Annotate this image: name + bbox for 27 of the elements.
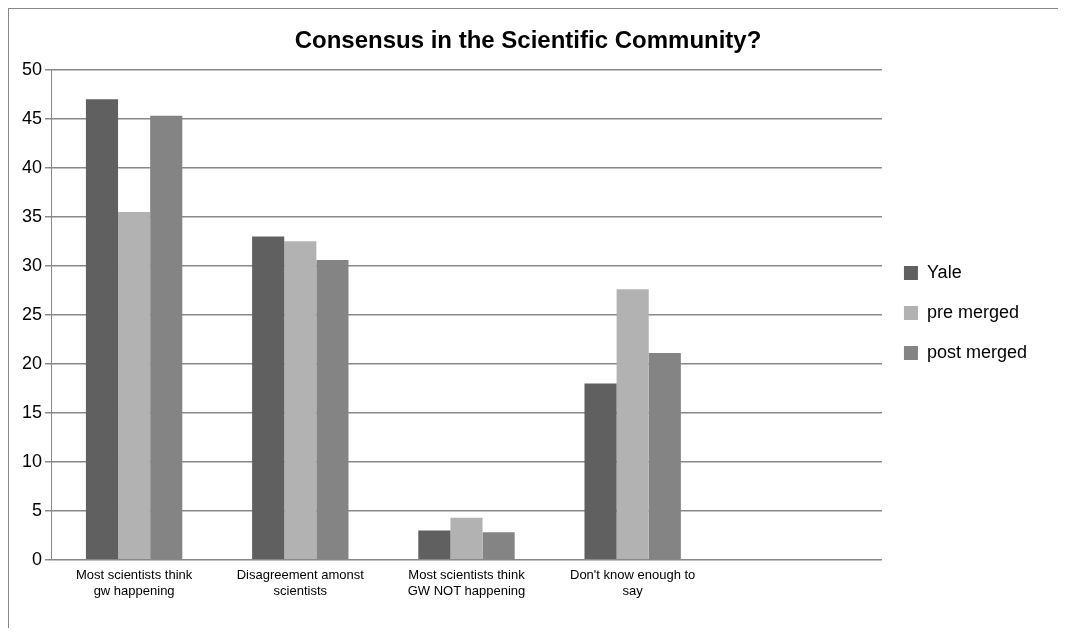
bar bbox=[418, 530, 451, 560]
y-tick-label: 20 bbox=[21, 352, 43, 373]
x-tick-label: Don't know enough to say bbox=[569, 567, 696, 598]
bar bbox=[85, 99, 119, 560]
bar bbox=[450, 517, 483, 560]
legend-label: post merged bbox=[926, 341, 1028, 362]
y-tick-label: 40 bbox=[21, 156, 43, 177]
y-tick-label: 25 bbox=[21, 303, 43, 324]
y-tick-label: 15 bbox=[21, 401, 43, 422]
legend-label: pre merged bbox=[926, 301, 1020, 322]
bar bbox=[616, 289, 649, 560]
y-tick-label: 0 bbox=[32, 548, 43, 569]
y-tick-label: 35 bbox=[21, 205, 43, 226]
y-tick-label: 30 bbox=[21, 254, 43, 275]
bar bbox=[584, 383, 617, 560]
legend-label: Yale bbox=[926, 261, 962, 282]
y-tick-label: 10 bbox=[21, 450, 43, 471]
bar bbox=[118, 211, 151, 560]
x-tick-label: Disagreement amonst scientists bbox=[236, 567, 365, 598]
y-tick-label: 50 bbox=[21, 58, 43, 79]
y-tick-label: 5 bbox=[32, 499, 43, 520]
y-tick-label: 45 bbox=[21, 107, 43, 128]
chart-title: Consensus in the Scientific Community? bbox=[294, 26, 762, 54]
bar bbox=[284, 241, 317, 560]
bar bbox=[252, 236, 285, 560]
x-tick-label: Most scientists think gw happening bbox=[75, 567, 193, 598]
x-tick-label: Most scientists think GW NOT happening bbox=[407, 567, 526, 598]
